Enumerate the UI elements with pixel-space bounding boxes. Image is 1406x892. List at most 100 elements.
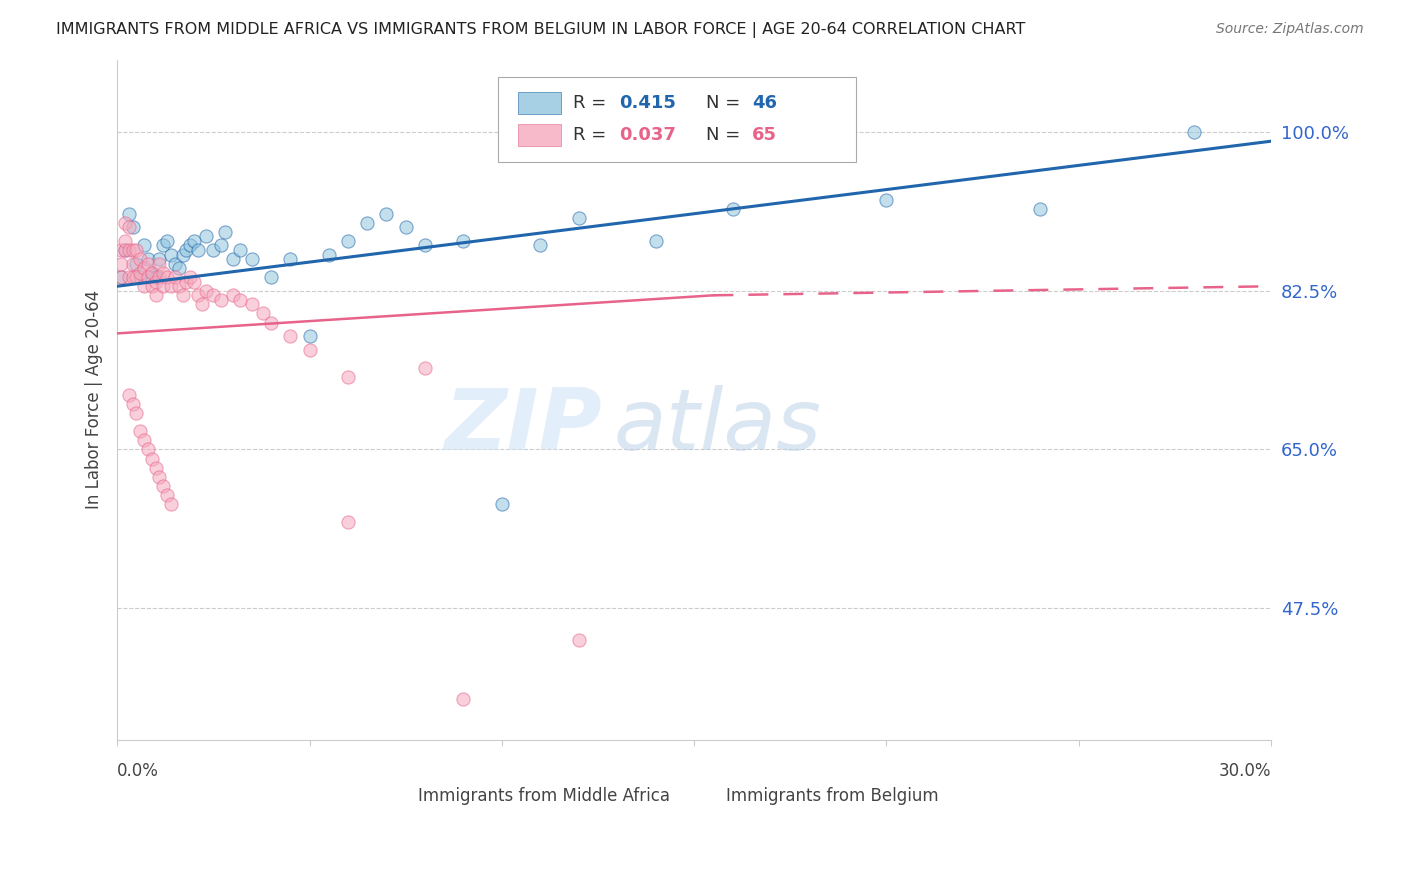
Point bbox=[160, 247, 183, 261]
Point bbox=[202, 288, 225, 302]
Point bbox=[191, 297, 214, 311]
Point bbox=[148, 469, 170, 483]
Point bbox=[529, 238, 551, 252]
Point bbox=[167, 261, 190, 276]
Point bbox=[395, 220, 418, 235]
Point bbox=[132, 279, 155, 293]
Point bbox=[125, 257, 148, 271]
Text: 0.415: 0.415 bbox=[619, 95, 676, 112]
Point bbox=[114, 234, 136, 248]
Point bbox=[229, 293, 252, 307]
Point bbox=[252, 306, 274, 320]
Point bbox=[278, 329, 301, 343]
Point bbox=[194, 229, 217, 244]
Point bbox=[183, 275, 205, 289]
Point bbox=[141, 266, 163, 280]
Point bbox=[156, 234, 179, 248]
Point bbox=[229, 243, 252, 257]
Text: R =: R = bbox=[574, 126, 612, 145]
Point bbox=[187, 288, 209, 302]
Point bbox=[152, 266, 174, 280]
Point bbox=[121, 243, 143, 257]
Point bbox=[136, 270, 159, 285]
Point bbox=[110, 270, 132, 285]
Point bbox=[136, 442, 159, 457]
Point bbox=[336, 370, 359, 384]
Point bbox=[172, 288, 194, 302]
Point bbox=[194, 284, 217, 298]
Point bbox=[145, 288, 167, 302]
Point bbox=[141, 279, 163, 293]
Point bbox=[163, 257, 186, 271]
Point bbox=[413, 360, 436, 375]
Point bbox=[114, 216, 136, 230]
Point bbox=[176, 243, 198, 257]
Point bbox=[114, 243, 136, 257]
Point bbox=[721, 202, 744, 217]
Point bbox=[163, 270, 186, 285]
Point bbox=[875, 193, 897, 207]
Bar bbox=[517, 124, 561, 146]
Point bbox=[1182, 125, 1205, 139]
Point bbox=[167, 279, 190, 293]
Point bbox=[148, 257, 170, 271]
Point bbox=[221, 252, 243, 266]
Point bbox=[179, 270, 201, 285]
Point bbox=[1029, 202, 1052, 217]
Point bbox=[125, 243, 148, 257]
Point bbox=[176, 275, 198, 289]
Y-axis label: In Labor Force | Age 20-64: In Labor Force | Age 20-64 bbox=[86, 290, 103, 509]
Point bbox=[260, 316, 283, 330]
Point bbox=[132, 434, 155, 448]
Point bbox=[121, 220, 143, 235]
Point bbox=[148, 270, 170, 285]
Point bbox=[125, 406, 148, 420]
Point bbox=[129, 425, 152, 439]
Point bbox=[118, 388, 141, 402]
Point bbox=[145, 275, 167, 289]
Point bbox=[179, 238, 201, 252]
Point bbox=[132, 238, 155, 252]
Point bbox=[136, 252, 159, 266]
Point bbox=[491, 497, 513, 511]
Point bbox=[453, 691, 475, 706]
Text: 0.037: 0.037 bbox=[619, 126, 676, 145]
Point bbox=[152, 279, 174, 293]
Point bbox=[172, 247, 194, 261]
Point bbox=[336, 515, 359, 529]
Text: ZIP: ZIP bbox=[444, 385, 602, 468]
Point bbox=[568, 632, 591, 647]
Point bbox=[413, 238, 436, 252]
Bar bbox=[749, 780, 786, 796]
Point bbox=[152, 238, 174, 252]
Point bbox=[129, 252, 152, 266]
Text: R =: R = bbox=[574, 95, 612, 112]
Point bbox=[278, 252, 301, 266]
Point bbox=[129, 266, 152, 280]
Point bbox=[141, 451, 163, 466]
FancyBboxPatch shape bbox=[498, 77, 856, 161]
Text: Immigrants from Belgium: Immigrants from Belgium bbox=[727, 787, 939, 805]
Text: N =: N = bbox=[706, 95, 745, 112]
Text: 30.0%: 30.0% bbox=[1219, 763, 1271, 780]
Point bbox=[118, 243, 141, 257]
Text: 65: 65 bbox=[752, 126, 778, 145]
Point bbox=[209, 293, 232, 307]
Point bbox=[221, 288, 243, 302]
Point bbox=[118, 220, 141, 235]
Point bbox=[240, 252, 263, 266]
Point bbox=[118, 270, 141, 285]
Point bbox=[187, 243, 209, 257]
Point bbox=[121, 257, 143, 271]
Point bbox=[132, 261, 155, 276]
Point bbox=[375, 207, 398, 221]
Point bbox=[148, 252, 170, 266]
Point bbox=[152, 479, 174, 493]
Point bbox=[118, 207, 141, 221]
Point bbox=[298, 343, 321, 357]
Point bbox=[318, 247, 340, 261]
Point bbox=[183, 234, 205, 248]
Point bbox=[121, 270, 143, 285]
Bar bbox=[457, 780, 495, 796]
Point bbox=[453, 234, 475, 248]
